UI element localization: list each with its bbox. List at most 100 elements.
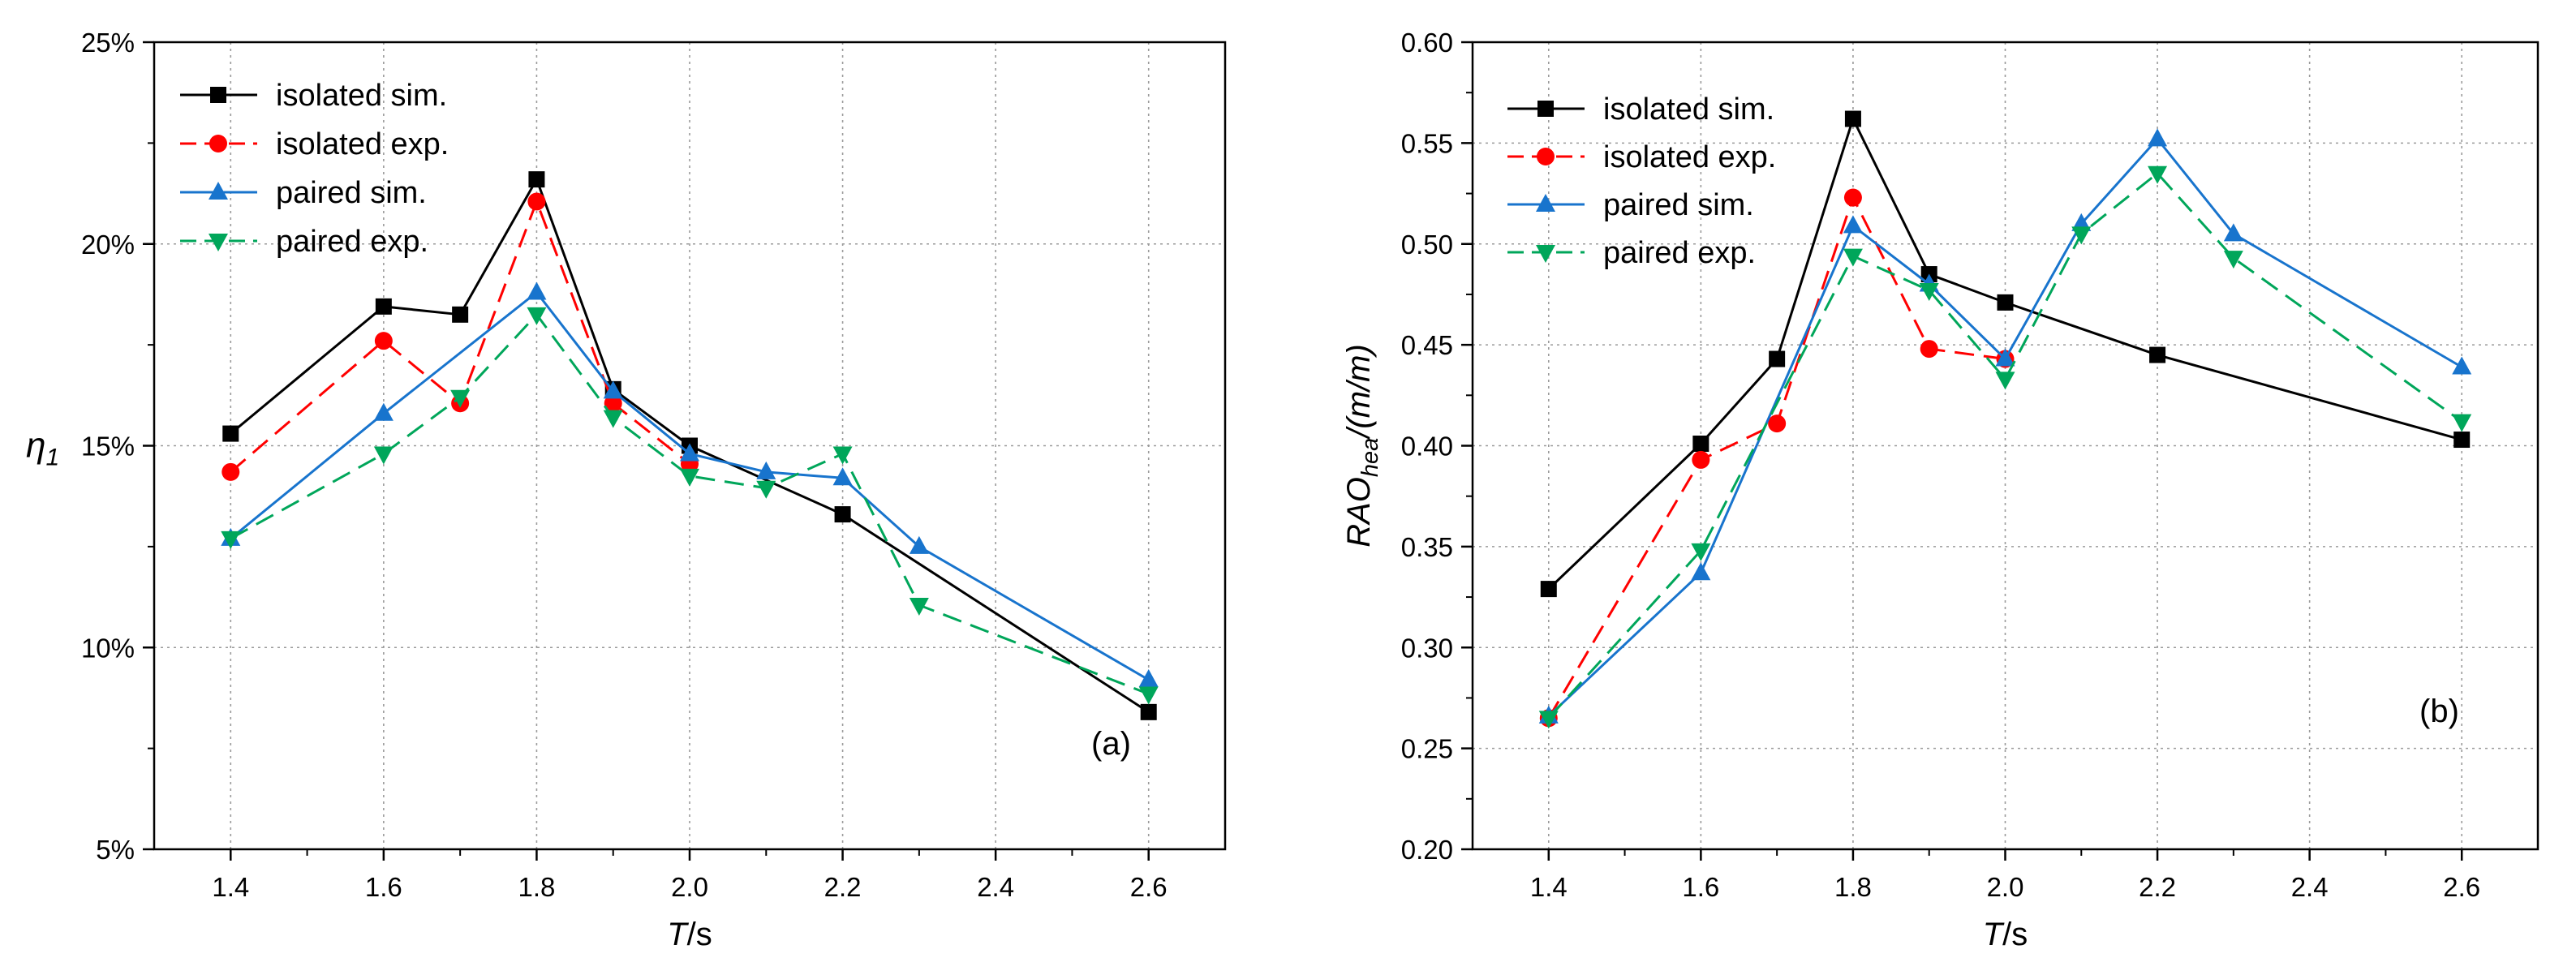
x-tick-label: 2.6 [2443, 872, 2480, 902]
data-point [1995, 348, 2015, 367]
y-axis-label-sub: 1 [45, 445, 59, 471]
legend-label: paired sim. [1603, 188, 1754, 222]
y-tick-label: 20% [81, 230, 135, 260]
data-point [1540, 581, 1557, 598]
data-point [1768, 414, 1787, 433]
x-tick-label: 1.6 [1682, 872, 1719, 902]
legend-marker [209, 234, 228, 251]
x-axis-label-unit: /s [2002, 917, 2028, 952]
series-line [1547, 172, 2463, 719]
data-point [834, 506, 851, 523]
data-point [2452, 356, 2472, 375]
data-point [528, 171, 545, 188]
data-point [1843, 188, 1862, 207]
data-point [756, 480, 776, 499]
data-point [1769, 350, 1786, 367]
data-point [604, 394, 622, 413]
y-tick-label: 0.55 [1401, 128, 1453, 158]
x-tick-label: 2.2 [824, 872, 862, 902]
data-point [680, 468, 699, 487]
legend-label: isolated sim. [276, 79, 447, 113]
data-point [2149, 346, 2166, 363]
data-point [527, 192, 546, 211]
data-point [2071, 226, 2092, 245]
data-point [2453, 432, 2471, 449]
x-tick-label: 1.4 [212, 872, 249, 902]
x-axis-label: T/s [667, 917, 712, 952]
data-point [1140, 703, 1157, 720]
data-point [1691, 543, 1711, 561]
data-point [527, 307, 547, 325]
legend-label: paired exp. [1603, 236, 1756, 270]
data-point [450, 389, 471, 408]
y-axis-label-sub: hea [1357, 438, 1383, 477]
data-point [2223, 251, 2243, 269]
y-axis-label: RAOhea/(m/m) [1341, 344, 1383, 548]
x-axis-label-var: T [667, 917, 689, 952]
data-point [1692, 450, 1710, 469]
data-point [1995, 372, 2015, 390]
data-point [1920, 340, 1938, 359]
data-point [2452, 414, 2472, 432]
x-axis-label-unit: /s [687, 917, 712, 952]
y-tick-label: 0.60 [1401, 28, 1453, 58]
data-point [222, 425, 239, 442]
data-point [221, 462, 240, 481]
y-axis-label-unit: /(m/m) [1341, 344, 1377, 440]
data-point [374, 332, 393, 350]
data-point [1691, 562, 1711, 581]
data-point [603, 410, 623, 428]
data-point [1138, 669, 1159, 688]
series-line [1547, 118, 2462, 591]
data-point [375, 298, 392, 315]
data-point [832, 446, 853, 465]
x-axis-label-var: T [1983, 917, 2005, 952]
data-point [1843, 215, 1863, 234]
data-point [1919, 282, 1939, 301]
y-tick-label: 0.35 [1401, 532, 1453, 562]
y-tick-label: 25% [81, 28, 135, 58]
x-tick-label: 1.8 [1834, 872, 1872, 902]
data-point [832, 467, 853, 486]
legend-marker [209, 182, 228, 200]
legend-marker [1537, 101, 1554, 117]
y-tick-label: 15% [81, 432, 135, 462]
legend-marker [1537, 148, 1555, 165]
data-point [909, 598, 929, 616]
y-axis-label: η1 [26, 426, 59, 471]
data-point [452, 306, 469, 323]
legend: isolated sim. isolated exp. paired sim. pai… [1507, 92, 1776, 270]
legend-marker [209, 135, 227, 152]
data-point [527, 281, 547, 300]
legend-marker [1536, 194, 1555, 212]
y-tick-label: 0.30 [1401, 633, 1453, 663]
data-point [1138, 686, 1159, 705]
series-paired-exp [1538, 165, 2472, 729]
y-tick-label: 0.50 [1401, 230, 1453, 260]
panel-b-chart: 1.4 1.6 1.8 2.0 2.2 2.4 2.6 0.20 0.25 0.30 0.35 0.4… [1341, 28, 2539, 952]
x-tick-label: 2.0 [671, 872, 708, 902]
series-line [230, 313, 1150, 695]
x-tick-label: 2.2 [2139, 872, 2176, 902]
legend-marker [1536, 245, 1555, 263]
y-axis-label-main: RAO [1341, 477, 1377, 548]
series-isolated-sim [1540, 110, 2471, 598]
data-point [221, 530, 241, 549]
y-tick-label: 5% [96, 835, 135, 865]
data-point [1997, 294, 2014, 311]
data-point [2148, 128, 2168, 147]
x-tick-label: 1.6 [365, 872, 402, 902]
data-point [1844, 110, 1861, 127]
x-tick-label: 2.6 [1130, 872, 1168, 902]
y-tick-label: 0.25 [1401, 734, 1453, 764]
data-point [603, 380, 623, 399]
data-point [373, 446, 393, 465]
series-line [230, 200, 690, 473]
x-tick-label: 1.4 [1530, 872, 1568, 902]
y-tick-label: 10% [81, 633, 135, 663]
y-tick-label: 0.40 [1401, 432, 1453, 462]
panel-a-chart: 1.4 1.6 1.8 2.0 2.2 2.4 2.6 5% 10% 15% 20% 25% T/s η1… [26, 28, 1227, 952]
y-tick-label: 0.20 [1401, 835, 1453, 865]
data-point [756, 461, 776, 479]
